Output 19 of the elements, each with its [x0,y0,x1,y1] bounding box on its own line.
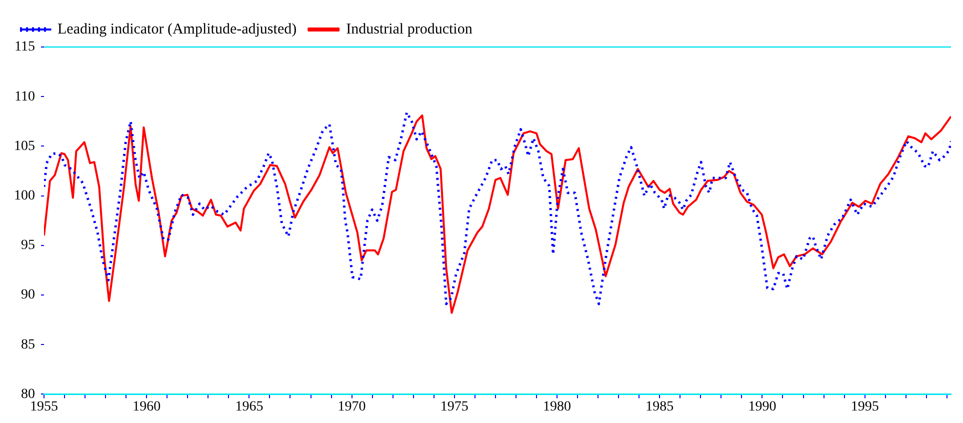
x-tick-label: 1965 [235,399,264,414]
x-tick-label: 1990 [748,399,776,414]
x-tick-label: 1975 [440,399,468,414]
y-tick-label: 105 [14,138,35,154]
x-tick-label: 1985 [646,399,674,414]
y-tick-label: 90 [21,288,35,303]
x-tick-label: 1980 [543,399,572,414]
legend-label: Industrial production [346,21,473,38]
legend-label: Leading indicator (Amplitude-adjusted) [58,21,297,38]
y-tick-label: 110 [14,89,35,104]
y-tick-label: 85 [21,337,35,352]
x-tick-label: 1955 [30,399,58,414]
x-tick-label: 1970 [338,399,366,414]
y-tick-label: 115 [14,40,35,55]
y-tick-label: 100 [14,188,35,204]
y-tick-label: 95 [21,238,35,254]
x-tick-label: 1960 [132,399,161,414]
x-tick-label: 1995 [850,399,879,414]
y-tick-label: 80 [21,386,35,402]
